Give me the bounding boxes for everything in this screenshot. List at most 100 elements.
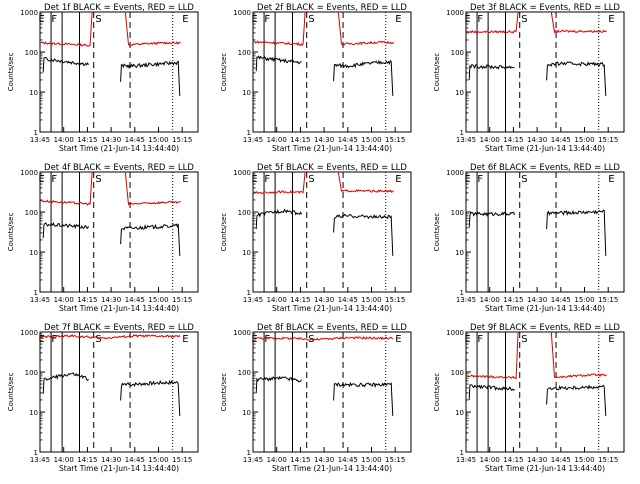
x-tick-label: 14:15 xyxy=(503,456,523,464)
y-axis-label: Counts/sec xyxy=(433,373,441,412)
panel-5: Det 5f BLACK = Events, RED = LLD 1 10 100 10… xyxy=(220,163,412,313)
lld-series-line xyxy=(253,171,306,195)
y-tick-label: 10 xyxy=(242,249,251,257)
y-tick-label: 1000 xyxy=(233,329,251,337)
x-tick-label: 14:30 xyxy=(101,136,121,144)
marker-letter: F xyxy=(477,14,483,25)
x-tick-label: 15:15 xyxy=(598,296,618,304)
marker-letter: E xyxy=(608,174,614,185)
plot-frame xyxy=(252,331,412,453)
events-series-line xyxy=(468,211,515,228)
lld-series-line xyxy=(124,11,181,47)
marker-letter: E xyxy=(251,174,257,185)
y-axis-label: Counts/sec xyxy=(220,53,228,92)
y-axis-label: Counts/sec xyxy=(433,213,441,252)
x-tick-label: 15:00 xyxy=(361,456,381,464)
x-tick-label: 15:15 xyxy=(172,456,192,464)
y-tick-label: 100 xyxy=(25,369,38,377)
x-axis-label: Start Time (21-Jun-14 13:44:40) xyxy=(485,304,605,313)
y-tick-label: 10 xyxy=(29,409,38,417)
marker-letter: E xyxy=(464,334,470,345)
x-tick-label: 14:00 xyxy=(480,456,500,464)
events-series-line xyxy=(546,384,607,416)
marker-letter: S xyxy=(521,174,527,185)
x-tick-label: 13:45 xyxy=(456,296,476,304)
x-tick-label: 14:00 xyxy=(480,296,500,304)
x-tick-label: 14:45 xyxy=(338,136,358,144)
panel-6: Det 6f BLACK = Events, RED = LLD 1 10 100 10… xyxy=(433,163,625,313)
y-axis-label: Counts/sec xyxy=(220,373,228,412)
x-tick-label: 13:45 xyxy=(243,136,263,144)
events-series-line xyxy=(468,384,515,400)
panel-8: Det 8f BLACK = Events, RED = LLD 1 10 100 10… xyxy=(220,323,412,473)
y-tick-label: 100 xyxy=(451,369,464,377)
x-tick-label: 13:45 xyxy=(456,456,476,464)
marker-letter: F xyxy=(477,334,483,345)
events-series-line xyxy=(255,208,302,230)
plot-frame xyxy=(252,11,412,133)
lld-series-line xyxy=(550,11,607,34)
x-tick-label: 14:30 xyxy=(101,296,121,304)
x-tick-label: 14:00 xyxy=(54,296,74,304)
x-tick-label: 14:00 xyxy=(267,136,287,144)
y-axis-label: Counts/sec xyxy=(433,53,441,92)
x-tick-label: 15:00 xyxy=(148,456,168,464)
marker-letter: E xyxy=(182,174,188,185)
panel-4: Det 4f BLACK = Events, RED = LLD 1 10 100 10… xyxy=(7,163,199,313)
x-tick-label: 14:45 xyxy=(551,296,571,304)
x-tick-label: 15:15 xyxy=(598,456,618,464)
events-series-line xyxy=(120,379,181,416)
y-tick-label: 1 xyxy=(34,449,38,457)
panel-title: Det 2f BLACK = Events, RED = LLD xyxy=(257,3,407,13)
events-series-line xyxy=(42,56,89,73)
y-tick-label: 1000 xyxy=(446,9,464,17)
x-tick-label: 14:30 xyxy=(314,136,334,144)
marker-letter: F xyxy=(264,14,270,25)
x-tick-label: 14:15 xyxy=(77,136,97,144)
x-axis-label: Start Time (21-Jun-14 13:44:40) xyxy=(272,144,392,153)
marker-letter: E xyxy=(182,14,188,25)
x-tick-label: 14:15 xyxy=(77,296,97,304)
x-tick-label: 15:00 xyxy=(574,456,594,464)
panel-2: Det 2f BLACK = Events, RED = LLD 1 10 100 10… xyxy=(220,3,412,153)
x-tick-label: 15:00 xyxy=(148,136,168,144)
marker-letter: F xyxy=(264,334,270,345)
y-tick-label: 10 xyxy=(29,249,38,257)
x-tick-label: 13:45 xyxy=(456,136,476,144)
events-series-line xyxy=(333,381,394,416)
x-tick-label: 15:15 xyxy=(172,136,192,144)
x-tick-label: 15:15 xyxy=(385,136,405,144)
x-tick-label: 14:00 xyxy=(54,456,74,464)
y-tick-label: 10 xyxy=(455,89,464,97)
panel-title: Det 7f BLACK = Events, RED = LLD xyxy=(44,323,194,333)
y-tick-label: 100 xyxy=(451,49,464,57)
x-tick-label: 14:15 xyxy=(290,456,310,464)
x-tick-label: 15:00 xyxy=(574,136,594,144)
y-tick-label: 1 xyxy=(247,129,251,137)
x-tick-label: 14:45 xyxy=(338,456,358,464)
panel-title: Det 3f BLACK = Events, RED = LLD xyxy=(470,3,620,13)
x-axis-label: Start Time (21-Jun-14 13:44:40) xyxy=(272,304,392,313)
x-tick-label: 14:15 xyxy=(503,296,523,304)
events-series-line xyxy=(120,223,181,256)
y-tick-label: 100 xyxy=(451,209,464,217)
marker-letter: E xyxy=(395,174,401,185)
marker-letter: S xyxy=(521,14,527,25)
events-series-line xyxy=(468,63,515,80)
x-tick-label: 14:30 xyxy=(101,456,121,464)
lld-series-line xyxy=(253,11,306,47)
marker-letter: F xyxy=(477,174,483,185)
lld-series-line xyxy=(466,11,519,34)
x-tick-label: 14:00 xyxy=(267,296,287,304)
x-tick-label: 14:30 xyxy=(527,456,547,464)
y-tick-label: 10 xyxy=(455,249,464,257)
marker-letter: S xyxy=(308,174,314,185)
marker-letter: S xyxy=(521,334,527,345)
x-tick-label: 14:45 xyxy=(125,456,145,464)
y-axis-label: Counts/sec xyxy=(7,53,15,92)
y-tick-label: 1 xyxy=(34,129,38,137)
y-tick-label: 1 xyxy=(247,449,251,457)
x-tick-label: 14:30 xyxy=(527,136,547,144)
marker-letter: F xyxy=(51,334,57,345)
